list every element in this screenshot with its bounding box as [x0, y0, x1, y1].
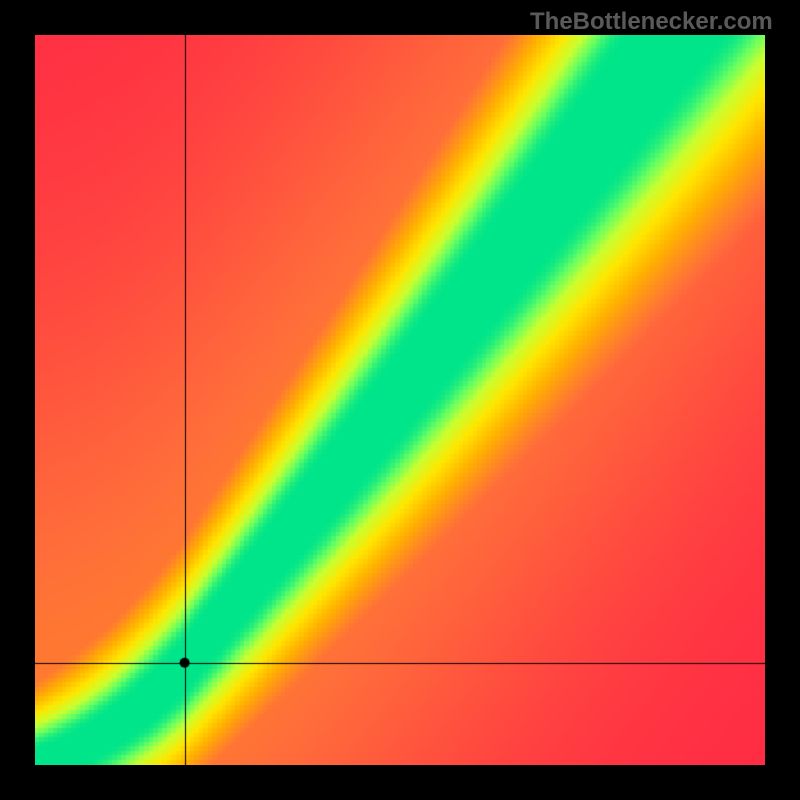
watermark-text: TheBottlenecker.com [530, 8, 773, 36]
heatmap-canvas [35, 35, 765, 765]
plot-area [35, 35, 765, 765]
